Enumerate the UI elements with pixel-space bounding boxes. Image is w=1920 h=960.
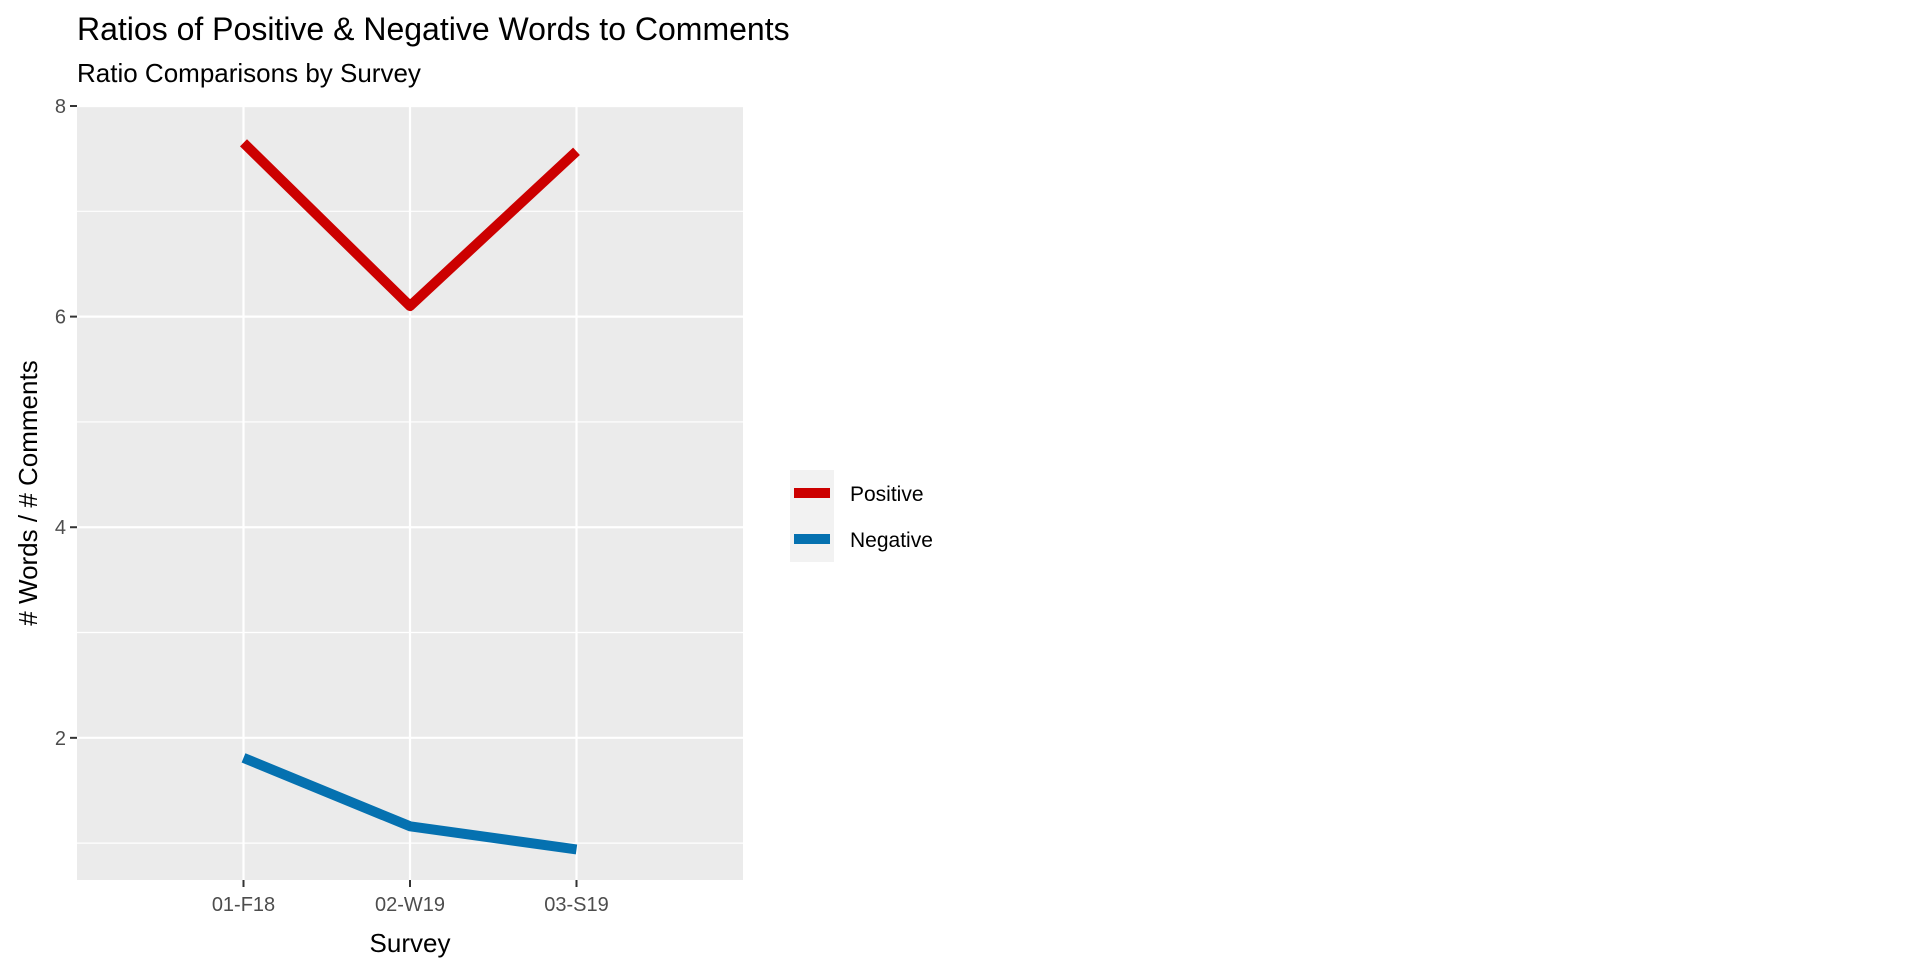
x-tick-labels: 01-F18 02-W19 03-S19 — [212, 894, 609, 916]
x-axis-title: Survey — [370, 928, 451, 958]
y-tick-labels: 2 4 6 8 — [55, 96, 66, 750]
legend: Positive Negative — [790, 470, 933, 562]
y-axis-title: # Words / # Comments — [13, 360, 43, 625]
series-layer — [239, 139, 580, 855]
series-line-positive — [239, 139, 580, 312]
x-tick-label: 01-F18 — [212, 894, 275, 916]
x-tick-label: 02-W19 — [375, 894, 445, 916]
axis-ticks — [70, 105, 578, 887]
legend-label-positive: Positive — [850, 483, 924, 506]
chart-title: Ratios of Positive & Negative Words to C… — [77, 11, 790, 47]
y-tick-label: 2 — [55, 728, 66, 750]
legend-label-negative: Negative — [850, 529, 933, 552]
y-tick-label: 8 — [55, 96, 66, 118]
y-tick-label: 6 — [55, 307, 66, 329]
x-tick-label: 03-S19 — [544, 894, 609, 916]
y-tick-label: 4 — [55, 517, 66, 539]
chart-subtitle: Ratio Comparisons by Survey — [77, 58, 421, 88]
series-line-negative — [241, 753, 578, 855]
grid-major — [77, 104, 743, 880]
